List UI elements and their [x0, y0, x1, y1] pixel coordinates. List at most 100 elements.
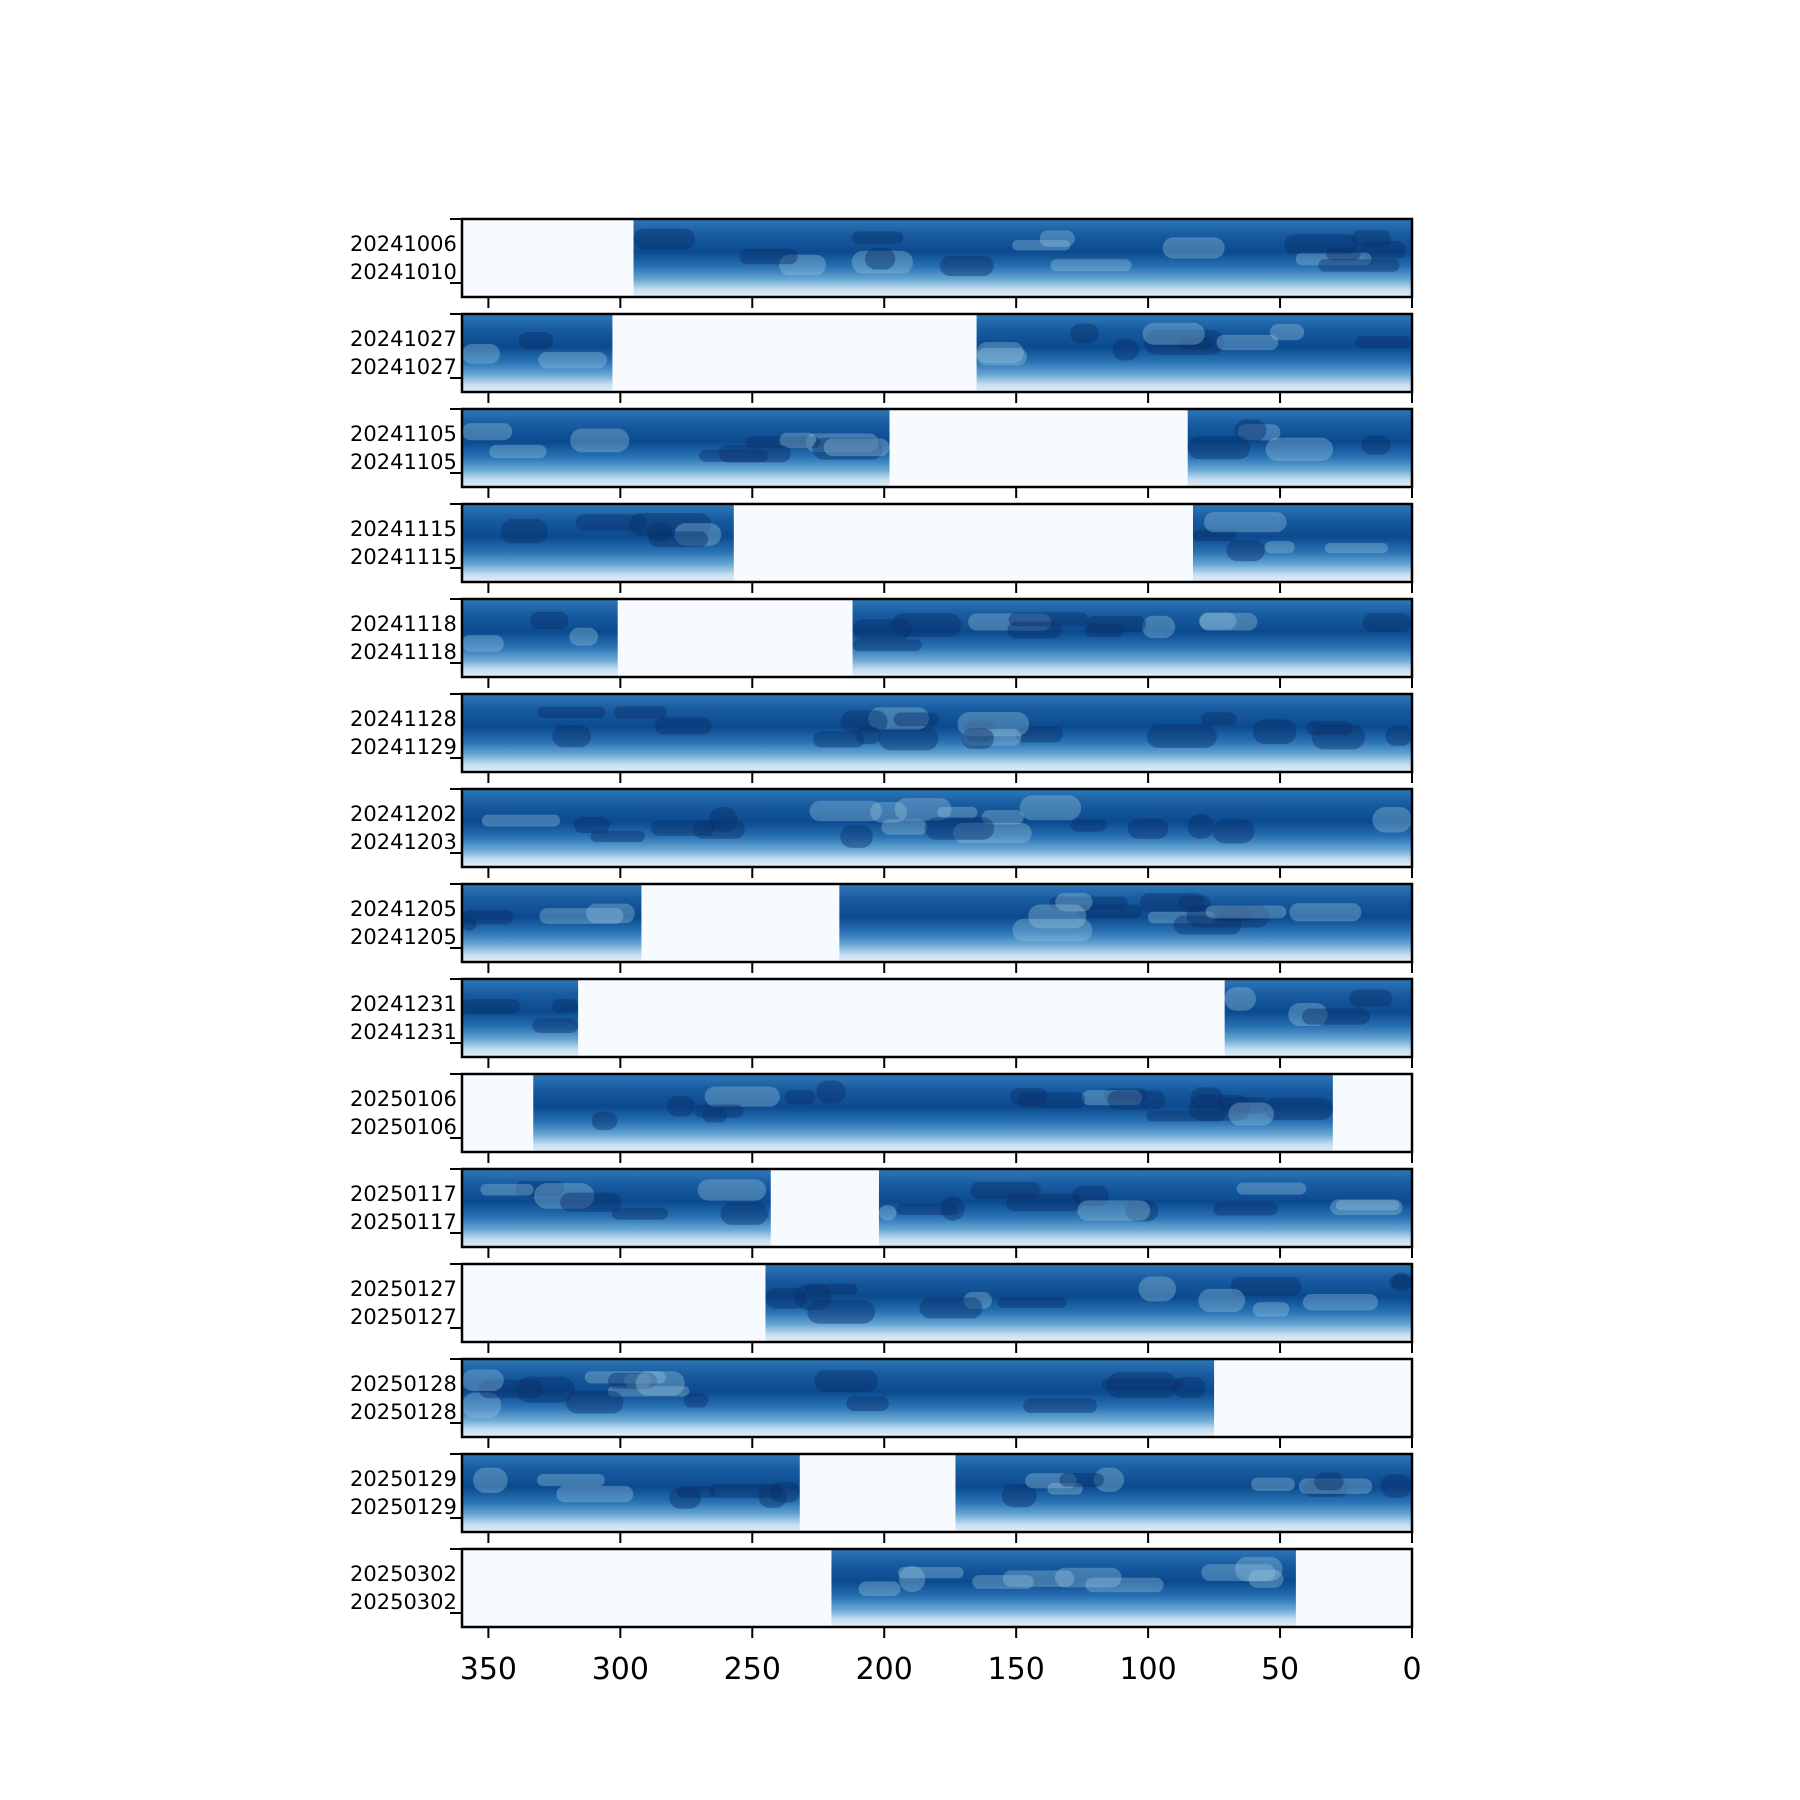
texture-blob — [1351, 230, 1392, 248]
texture-blob — [1106, 1372, 1178, 1399]
texture-blob — [1084, 623, 1125, 638]
texture-blob — [586, 903, 635, 924]
texture-blob — [489, 444, 547, 459]
panel-date-label: 20241105 — [350, 450, 457, 474]
data-segment — [462, 1169, 771, 1247]
heatmap-panel: 20241105 20241105 — [350, 407, 1414, 498]
texture-blob — [1085, 615, 1146, 633]
texture-blob — [805, 433, 879, 453]
panel-frame — [460, 1167, 1414, 1249]
texture-blob — [481, 814, 561, 827]
texture-blob — [654, 717, 712, 735]
panel-date-label: 20250128 — [350, 1372, 457, 1396]
texture-blob — [1252, 1302, 1290, 1317]
texture-blob — [529, 611, 569, 630]
data-segment — [462, 1454, 800, 1532]
panel-date-label: 20241105 — [350, 422, 457, 446]
texture-blob — [1362, 613, 1412, 633]
texture-blob — [1146, 1110, 1226, 1122]
texture-blob — [1142, 322, 1205, 345]
data-segment — [1187, 409, 1412, 487]
texture-blob — [1203, 512, 1287, 533]
heatmap-panel: 20241128 20241129 — [350, 692, 1414, 783]
texture-blob — [758, 1485, 787, 1509]
data-segment — [462, 694, 1412, 772]
segment-fill — [462, 599, 618, 677]
texture-blob — [1187, 814, 1215, 839]
texture-blob — [745, 436, 821, 449]
texture-blob — [816, 1080, 846, 1104]
texture-blob — [629, 513, 712, 536]
texture-blob — [937, 806, 978, 819]
data-segment — [852, 599, 1412, 677]
texture-blob — [633, 228, 696, 250]
texture-blob — [1252, 719, 1297, 745]
texture-blob — [551, 999, 579, 1013]
x-tick-label: 150 — [988, 1652, 1045, 1687]
texture-blob — [893, 712, 940, 727]
texture-blob — [1107, 1090, 1166, 1110]
data-segment — [462, 789, 1412, 867]
texture-blob — [1224, 986, 1256, 1011]
panel-frame — [460, 692, 1414, 774]
texture-blob — [720, 1202, 769, 1225]
segment-fill — [831, 1549, 1296, 1627]
texture-blob — [702, 1108, 728, 1123]
data-segment — [633, 219, 1412, 297]
texture-blob — [718, 444, 791, 463]
texture-blob — [953, 822, 1032, 844]
texture-blob — [1050, 259, 1132, 272]
x-axis: 350 300 250 200 150 100 50 0 — [460, 1652, 1422, 1687]
texture-blob — [591, 1111, 618, 1131]
texture-blob — [532, 1018, 579, 1033]
texture-blob — [500, 518, 548, 544]
panel-date-label: 20250127 — [350, 1277, 457, 1301]
texture-blob — [699, 449, 769, 462]
panel-date-label: 20250127 — [350, 1305, 457, 1329]
data-segment — [533, 1074, 1333, 1152]
panel-date-label: 20250129 — [350, 1495, 457, 1519]
texture-blob — [462, 1369, 504, 1392]
texture-blob — [1325, 247, 1361, 261]
texture-blob — [840, 710, 888, 733]
data-segment — [976, 314, 1412, 392]
texture-blob — [1218, 1097, 1269, 1114]
data-segment — [462, 504, 734, 582]
panel-date-label: 20241118 — [350, 640, 457, 664]
texture-blob — [784, 1090, 816, 1105]
texture-blob — [1017, 1092, 1086, 1109]
texture-blob — [566, 1391, 624, 1414]
texture-blob — [462, 1392, 502, 1419]
texture-blob — [963, 1291, 993, 1309]
panel-date-label: 20241231 — [350, 992, 457, 1016]
texture-blob — [694, 1104, 744, 1118]
texture-blob — [1385, 725, 1412, 746]
segment-fill — [462, 1169, 771, 1247]
texture-blob — [573, 817, 610, 834]
texture-blob — [1028, 904, 1087, 929]
texture-blob — [1176, 336, 1214, 349]
segment-fill — [462, 314, 613, 392]
heatmap-panel: 20241202 20241203 — [350, 787, 1414, 878]
texture-blob — [852, 639, 922, 652]
texture-blob — [1248, 1569, 1284, 1588]
texture-blob — [1251, 1477, 1295, 1491]
texture-blob — [1199, 612, 1237, 630]
panel-date-label: 20241129 — [350, 735, 457, 759]
panel-date-label: 20250128 — [350, 1400, 457, 1424]
texture-blob — [1298, 1478, 1373, 1494]
panel-frame — [460, 882, 1414, 964]
texture-blob — [1173, 1376, 1206, 1399]
texture-blob — [854, 727, 881, 745]
panel-frame — [460, 1072, 1414, 1154]
texture-blob — [552, 725, 592, 748]
texture-blob — [650, 820, 716, 836]
texture-blob — [1186, 904, 1270, 928]
heatmap-panel: 20241006 20241010 — [350, 217, 1414, 308]
heatmap-panel: 20241205 20241205 — [350, 882, 1414, 973]
data-segment — [839, 884, 1412, 962]
heatmap-panel: 20241115 20241115 — [350, 502, 1414, 593]
texture-blob — [794, 1284, 832, 1310]
texture-blob — [584, 1371, 667, 1384]
